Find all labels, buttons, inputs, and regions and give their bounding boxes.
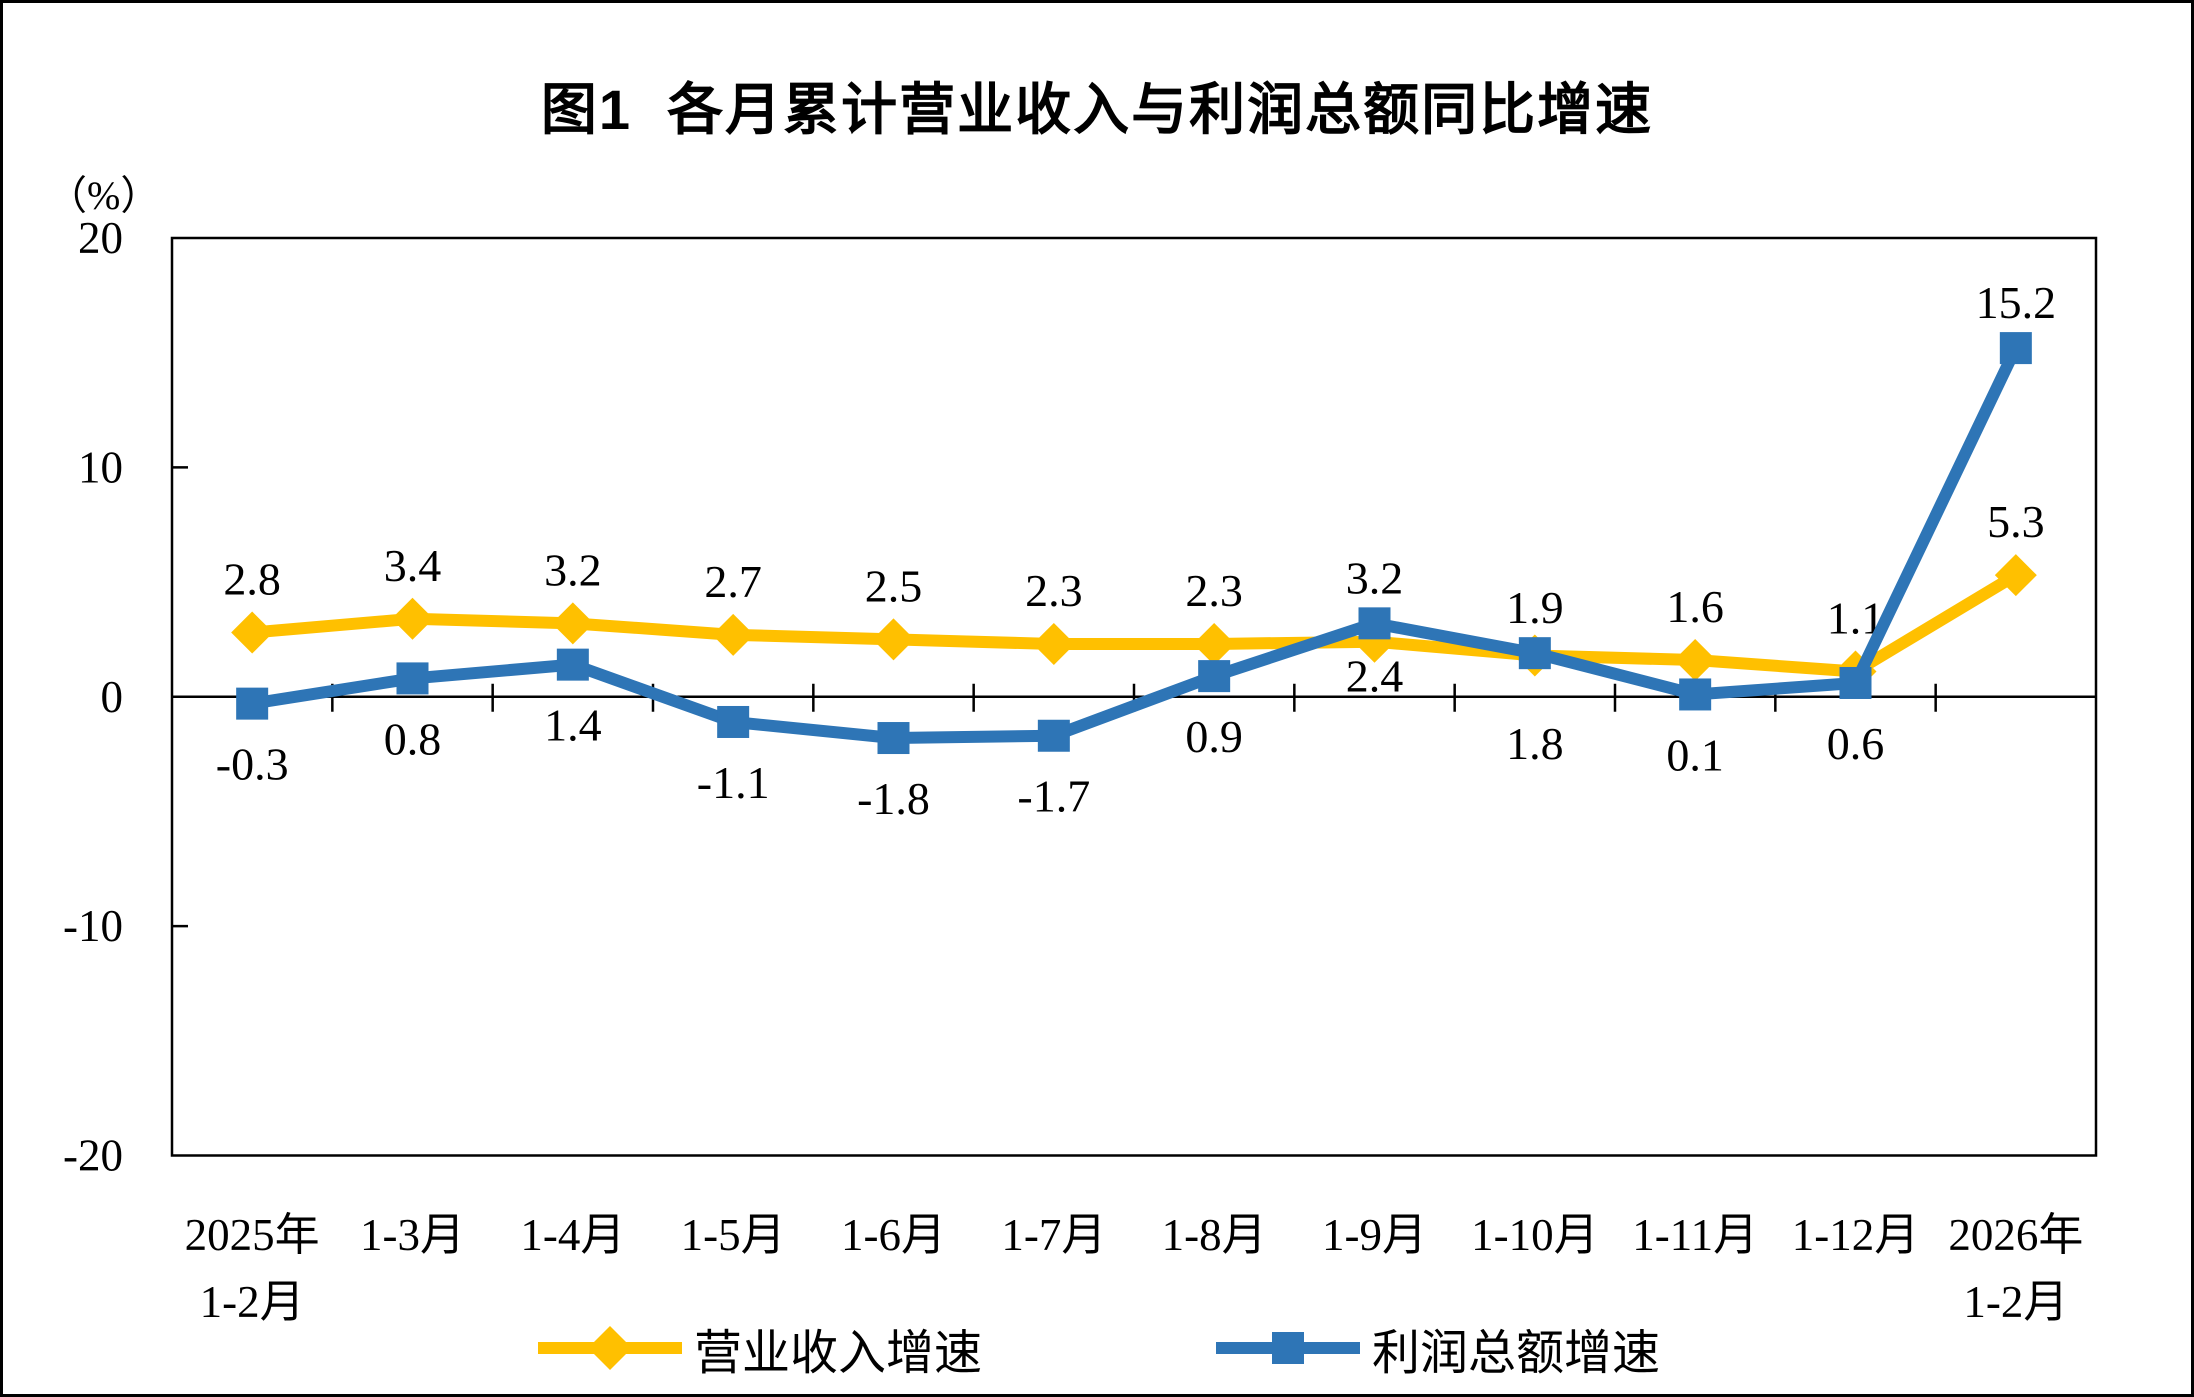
category-label: 1-7月: [1001, 1210, 1106, 1260]
data-label: 2.4: [1346, 651, 1404, 702]
y-axis-tick-label: -10: [63, 901, 123, 951]
data-label: 1.9: [1506, 582, 1564, 633]
data-label: 5.3: [1987, 496, 2045, 547]
data-point-marker-diamond: [1193, 622, 1236, 665]
data-point-marker-diamond: [551, 602, 594, 645]
data-point-marker-diamond: [872, 618, 915, 661]
category-label: 1-2月: [1963, 1277, 2068, 1327]
legend-label-revenue: 营业收入增速: [693, 1327, 982, 1380]
data-point-marker-square: [717, 705, 750, 738]
profit-line: [251, 345, 2022, 745]
data-label: 3.2: [544, 544, 602, 595]
data-point-marker-diamond: [1032, 622, 1075, 665]
legend-marker-revenue-icon: [537, 1326, 682, 1370]
category-label: 1-11月: [1632, 1210, 1758, 1260]
data-point-marker-square: [1839, 666, 1872, 699]
data-point-marker-diamond: [712, 613, 755, 656]
data-label: 0.1: [1666, 729, 1724, 780]
data-label: 1.4: [544, 700, 602, 751]
data-label: 2.7: [704, 556, 762, 607]
data-label: 0.9: [1185, 711, 1243, 762]
data-label: 3.2: [1346, 552, 1404, 603]
data-point-marker-diamond: [391, 597, 434, 640]
data-point-marker-square: [1037, 719, 1070, 752]
legend: 营业收入增速 利润总额增速: [3, 1313, 2191, 1383]
data-label: 1.8: [1506, 718, 1564, 769]
y-axis-tick-label: -20: [63, 1131, 123, 1181]
data-point-marker-square: [877, 722, 910, 755]
data-label: -1.7: [1017, 771, 1090, 822]
data-label: 0.6: [1827, 718, 1885, 769]
legend-marker-profit-icon: [1216, 1332, 1360, 1364]
revenue-line: [251, 570, 2019, 678]
data-point-marker-square: [1198, 660, 1231, 693]
data-point-marker-diamond: [231, 611, 274, 654]
category-label: 1-6月: [841, 1210, 946, 1260]
chart-title: 图1 各月累计营业收入与利润总额同比增速: [540, 78, 1654, 141]
data-label: -1.8: [857, 773, 930, 824]
data-label: -1.1: [697, 757, 770, 808]
y-axis-tick-label: 20: [78, 213, 123, 263]
data-label: 15.2: [1976, 277, 2057, 328]
legend-item-revenue: 营业收入增速: [534, 1313, 982, 1383]
category-label: 1-10月: [1471, 1210, 1599, 1260]
data-point-marker-diamond: [1674, 639, 1717, 682]
category-label: 1-12月: [1792, 1210, 1920, 1260]
plot-area: 20 10 0 -10 -20 2025年 1-2月 1-3月 1-4月 1-5月 1-6月 1-7月…: [63, 213, 2098, 1327]
data-point-marker-square: [236, 687, 269, 720]
data-label: -0.3: [216, 739, 289, 790]
category-label: 1-2月: [200, 1277, 305, 1327]
category-label: 2025年: [185, 1210, 320, 1260]
y-axis-unit-label: （%）: [47, 173, 161, 218]
category-label: 1-9月: [1322, 1210, 1427, 1260]
data-point-marker-square: [1358, 607, 1391, 640]
category-label: 1-3月: [360, 1210, 465, 1260]
data-label: 2.3: [1185, 565, 1243, 616]
data-point-marker-diamond: [1994, 554, 2037, 597]
data-label: 2.8: [223, 554, 281, 605]
category-label: 1-5月: [681, 1210, 786, 1260]
data-point-marker-square: [1518, 637, 1551, 670]
data-label: 2.3: [1025, 565, 1083, 616]
legend-item-profit: 利润总额增速: [1212, 1313, 1660, 1383]
data-label: 3.4: [384, 540, 442, 591]
data-label: 1.6: [1666, 581, 1724, 632]
data-point-marker-square: [556, 648, 589, 681]
data-point-marker-square: [396, 662, 429, 695]
category-label: 1-4月: [520, 1210, 625, 1260]
category-label: 1-8月: [1162, 1210, 1267, 1260]
y-axis-tick-label: 0: [101, 672, 124, 722]
data-point-marker-square: [1679, 678, 1712, 711]
data-label: 2.5: [865, 560, 923, 611]
data-point-marker-square: [1999, 332, 2032, 365]
category-label: 2026年: [1948, 1210, 2083, 1260]
y-axis-tick-label: 10: [78, 442, 123, 492]
data-label: 0.8: [384, 713, 442, 764]
legend-label-profit: 利润总额增速: [1372, 1327, 1661, 1380]
